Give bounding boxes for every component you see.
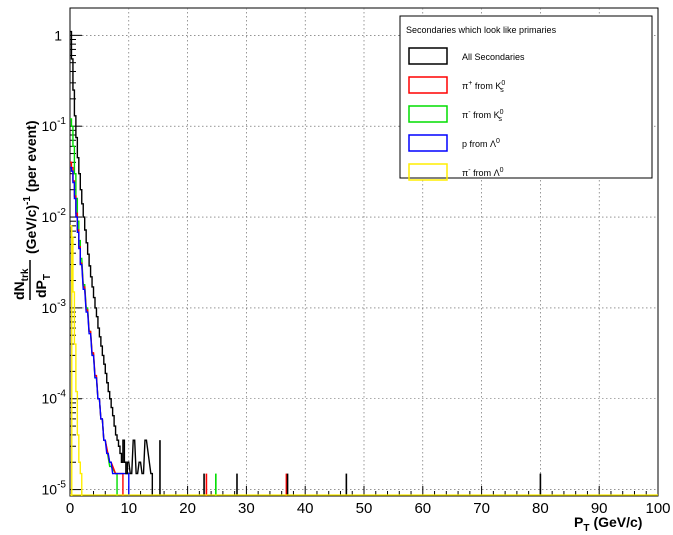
legend-entries: All Secondaries π+ from K0 s π- from K0 s p f…	[408, 47, 525, 181]
y-axis-title-numerator: dNtrk	[11, 268, 31, 300]
legend-label: p from Λ0	[462, 138, 500, 149]
y-tick-label: 10-3	[42, 298, 67, 316]
legend-swatch	[408, 105, 448, 123]
x-axis-title-unit: (GeV/c)	[593, 514, 642, 530]
x-tick-label: 80	[532, 500, 549, 517]
x-axis-title-sub: T	[583, 523, 589, 534]
x-tick-label: 40	[297, 500, 314, 517]
x-tick-label: 0	[66, 500, 74, 517]
y-axis-title-units: (GeV/c)-1(per event)	[22, 121, 39, 255]
x-tick-label: 10	[120, 500, 137, 517]
series-line	[70, 30, 154, 496]
legend-label: π- from K0 s	[462, 109, 504, 123]
legend-label: All Secondaries	[462, 52, 525, 62]
spike-layer	[70, 225, 658, 496]
legend-label: π+ from K0 s	[462, 80, 505, 94]
y-tick-label: 1	[54, 27, 62, 43]
y-tick-label: 10-5	[42, 480, 67, 498]
y-axis-title: dNtrk dPT (GeV/c)-1(per event)	[11, 121, 53, 300]
x-axis-title-main: P	[574, 514, 583, 530]
legend-swatch	[408, 76, 448, 94]
x-tick-label: 20	[179, 500, 196, 517]
x-tick-label: 70	[473, 500, 490, 517]
x-tick-label: 30	[238, 500, 255, 517]
legend: Secondaries which look like primaries Al…	[399, 15, 653, 181]
y-tick-label: 10-2	[42, 207, 67, 225]
y-tick-label: 10-4	[42, 389, 67, 407]
y-axis-title-denominator: dPT	[33, 274, 53, 298]
y-tick-label: 10-1	[42, 116, 67, 134]
legend-box	[399, 15, 653, 179]
x-tick-label: 50	[356, 500, 373, 517]
legend-swatch	[408, 163, 448, 181]
x-tick-label: 100	[645, 500, 670, 517]
legend-title: Secondaries which look like primaries	[406, 25, 557, 35]
x-axis-title: PT (GeV/c)	[574, 514, 642, 534]
x-tick-label: 60	[414, 500, 431, 517]
legend-swatch	[408, 47, 448, 65]
series-line	[70, 166, 130, 496]
legend-label: π- from Λ0	[462, 167, 504, 178]
x-tick-label: 90	[591, 500, 608, 517]
legend-swatch	[408, 134, 448, 152]
